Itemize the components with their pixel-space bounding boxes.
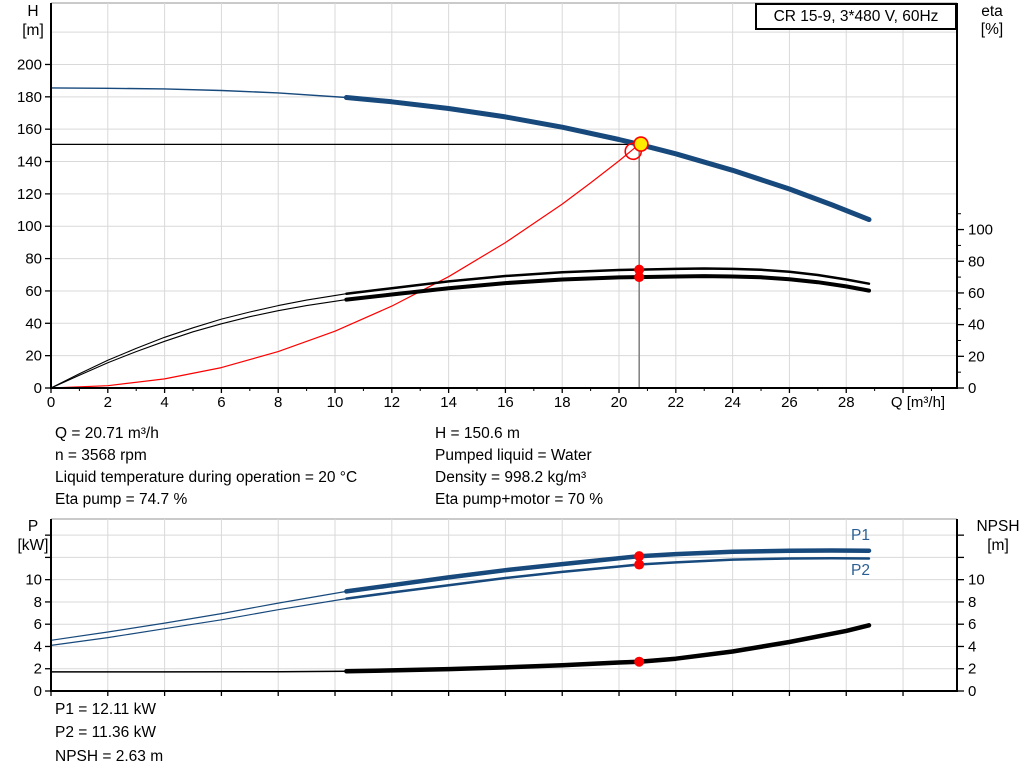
- x-tick-label: 18: [554, 394, 571, 411]
- system-curve: [50, 146, 637, 389]
- x-tick-label: 20: [611, 394, 628, 411]
- x-tick-label: 22: [667, 394, 684, 411]
- y-left-tick-label: 120: [17, 186, 42, 203]
- x-tick-label: 10: [327, 394, 344, 411]
- y-left-tick-label: 2: [34, 661, 42, 678]
- annotation-eta-pump: Eta pump = 74.7 %: [55, 491, 188, 508]
- x-tick-label: 2: [104, 394, 112, 411]
- annotation-npsh: NPSH = 2.63 m: [55, 748, 164, 765]
- annotation-p2: P2 = 11.36 kW: [55, 724, 156, 741]
- curve-label-p2: P2: [851, 562, 870, 579]
- y-left-tick-label: 6: [34, 616, 42, 633]
- p1-curve-ext: [50, 590, 347, 641]
- axis-title-power: P: [27, 518, 39, 535]
- head-curve-ext: [50, 87, 348, 99]
- axis-title-eta-unit: [%]: [980, 21, 1004, 38]
- y-left-tick-label: 0: [34, 380, 42, 397]
- axis-title-power-unit: [kW]: [17, 537, 49, 554]
- annotation-head: H = 150.6 m: [435, 425, 520, 442]
- y-left-tick-label: 200: [17, 56, 42, 73]
- pump-title-box: CR 15-9, 3*480 V, 60Hz: [755, 3, 957, 30]
- eta-pump-duty-point[interactable]: [634, 264, 645, 275]
- npsh-curve-ext: [50, 670, 348, 673]
- y-left-tick-label: 10: [25, 572, 42, 589]
- eta-pump-motor-curve: [344, 274, 871, 302]
- axis-title-npsh-unit: [m]: [987, 537, 1009, 554]
- eta-pump-curve-ext: [50, 293, 347, 389]
- npsh-duty-point[interactable]: [634, 656, 645, 667]
- p1-duty-point[interactable]: [634, 551, 645, 562]
- y-right-tick-label: 4: [968, 638, 976, 655]
- y-right-tick-label: 60: [968, 285, 985, 302]
- y-left-tick-label: 80: [25, 251, 42, 268]
- npsh-curve: [344, 623, 872, 674]
- y-left-tick-label: 60: [25, 283, 42, 300]
- actual-duty-point[interactable]: [633, 136, 649, 152]
- y-right-tick-label: 8: [968, 594, 976, 611]
- p2-curve-ext: [50, 597, 347, 647]
- eta-pump-motor-curve-ext: [50, 299, 347, 389]
- annotation-eta-pump-motor: Eta pump+motor = 70 %: [435, 491, 604, 508]
- eta-pump-motor-duty-point[interactable]: [634, 272, 645, 283]
- y-right-tick-label: 20: [968, 348, 985, 365]
- x-tick-label: 28: [838, 394, 855, 411]
- y-left-tick-label: 140: [17, 154, 42, 171]
- y-right-tick-label: 100: [968, 222, 993, 239]
- y-left-tick-label: 8: [34, 594, 42, 611]
- y-right-tick-label: 40: [968, 317, 985, 334]
- axis-title-eta: eta: [981, 3, 1003, 20]
- x-tick-label: 6: [217, 394, 225, 411]
- x-tick-label: 26: [781, 394, 798, 411]
- annotation-pumped-liquid: Pumped liquid = Water: [435, 447, 592, 464]
- y-left-tick-label: 0: [34, 683, 42, 700]
- x-tick-label: 14: [440, 394, 457, 411]
- y-right-tick-label: 0: [968, 683, 976, 700]
- y-left-tick-label: 160: [17, 121, 42, 138]
- eta-pump-curve: [345, 267, 871, 295]
- y-right-tick-label: 2: [968, 661, 976, 678]
- annotation-speed: n = 3568 rpm: [55, 447, 147, 464]
- x-tick-label: 12: [383, 394, 400, 411]
- axis-title-head-unit: [m]: [22, 22, 44, 39]
- annotation-density: Density = 998.2 kg/m³: [435, 469, 587, 486]
- x-tick-label: 16: [497, 394, 514, 411]
- x-tick-label: 4: [160, 394, 168, 411]
- p2-curve: [345, 556, 871, 600]
- head-efficiency-chart: 0 2 4 6 8 10 12 14 16 18 20 22 24 26 28 Q [m³/h]0204060…: [17, 2, 993, 411]
- y-left-tick-label: 180: [17, 89, 42, 106]
- annotation-p1: P1 = 12.11 kW: [55, 701, 156, 718]
- x-tick-label: 8: [274, 394, 282, 411]
- power-npsh-chart: 0 2 4 6 8 10 0 2 4 6 8 10: [25, 518, 985, 700]
- x-tick-label: 0: [47, 394, 55, 411]
- x-tick-label: 24: [724, 394, 741, 411]
- x-axis-label: Q [m³/h]: [891, 394, 945, 411]
- p1-curve: [344, 548, 872, 594]
- annotation-liquid-temp: Liquid temperature during operation = 20…: [55, 469, 358, 486]
- pump-title: CR 15-9, 3*480 V, 60Hz: [773, 8, 939, 25]
- curve-label-p1: P1: [851, 527, 870, 544]
- y-right-tick-label: 6: [968, 616, 976, 633]
- annotation-flow: Q = 20.71 m³/h: [55, 425, 159, 442]
- y-left-tick-label: 20: [25, 348, 42, 365]
- y-right-tick-label: 10: [968, 572, 985, 589]
- head-efficiency-chart-plot-area[interactable]: [51, 3, 957, 388]
- p2-duty-point[interactable]: [634, 559, 645, 570]
- y-left-tick-label: 40: [25, 315, 42, 332]
- axis-title-npsh: NPSH: [976, 518, 1020, 535]
- y-left-tick-label: 4: [34, 638, 42, 655]
- y-right-tick-label: 0: [968, 380, 976, 397]
- y-left-tick-label: 100: [17, 218, 42, 235]
- axis-title-head: H: [27, 3, 39, 20]
- head-curve: [343, 95, 872, 223]
- power-npsh-chart-plot-area[interactable]: [51, 519, 957, 691]
- y-right-tick-label: 80: [968, 253, 985, 270]
